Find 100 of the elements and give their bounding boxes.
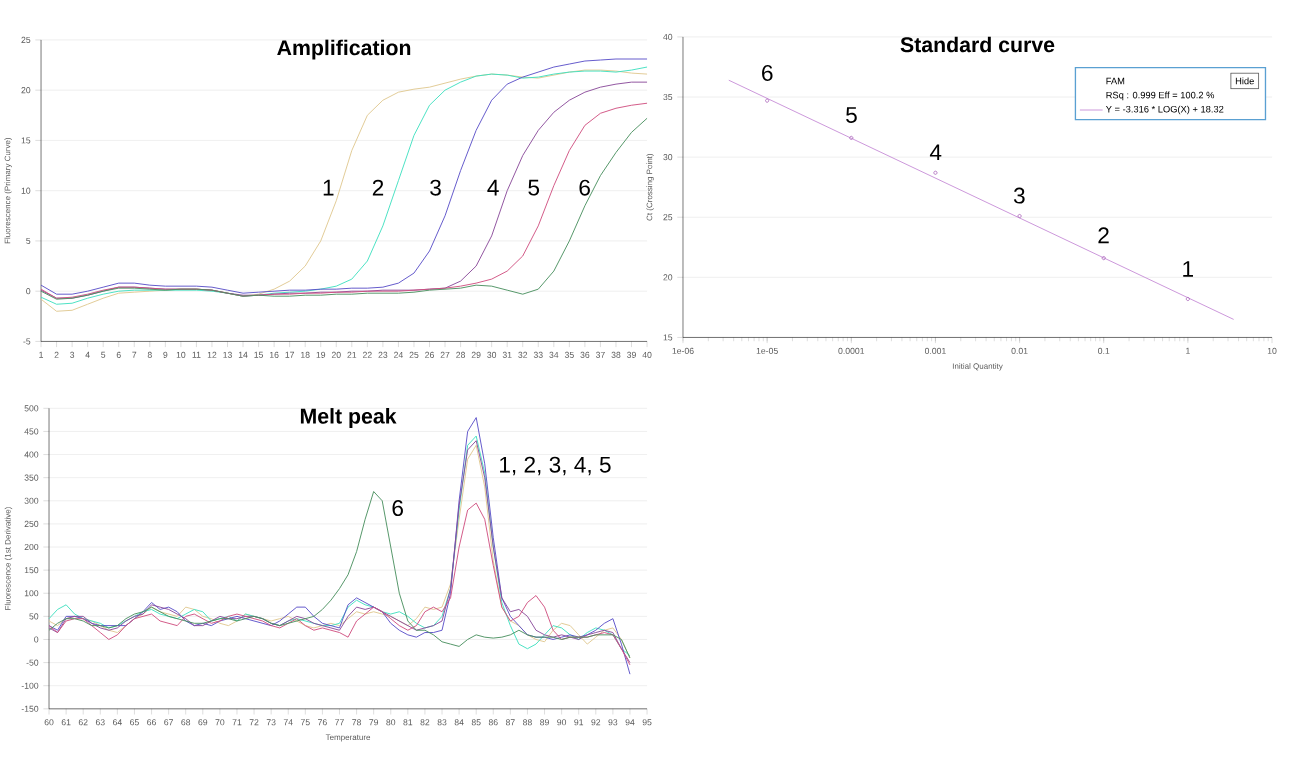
x-tick-label: 38: [611, 351, 621, 359]
annotation: Hide: [1235, 77, 1254, 85]
annotation: 6: [579, 179, 590, 196]
x-tick-label: 91: [574, 719, 584, 726]
annotation: 5: [846, 107, 857, 124]
y-tick-label: 20: [21, 87, 31, 94]
y-tick-label: -50: [26, 659, 39, 666]
x-tick-label: 70: [215, 719, 225, 726]
x-tick-label: 21: [347, 351, 357, 358]
annotation: 1, 2, 3, 4, 5: [500, 456, 611, 476]
x-tick-label: 29: [471, 351, 481, 359]
y-tick-label: 50: [29, 613, 39, 620]
x-tick-label: 61: [61, 719, 71, 726]
x-tick-label: 81: [403, 719, 413, 726]
x-tick-label: 30: [487, 351, 497, 359]
x-tick-label: 68: [181, 719, 191, 726]
chart-title: Standard curve: [900, 36, 1055, 53]
x-tick-label: 22: [362, 351, 372, 358]
x-tick-label: 16: [269, 351, 279, 359]
x-tick-label: 72: [249, 719, 259, 726]
chart-title: Melt peak: [300, 408, 397, 429]
x-tick-label: 66: [147, 719, 156, 726]
x-tick-label: 31: [502, 351, 512, 359]
y-tick-label: 15: [663, 334, 673, 341]
x-tick-label: 88: [523, 719, 532, 726]
x-tick-label: 33: [533, 351, 543, 359]
x-tick-label: 39: [627, 351, 636, 359]
y-tick-label: 20: [663, 274, 673, 281]
annotation: 1: [323, 180, 334, 196]
point: [765, 98, 770, 103]
x-tick-label: 87: [505, 719, 515, 726]
x-tick-label: 92: [591, 719, 601, 726]
legend-title: FAM: [1106, 77, 1125, 85]
x-tick-label: 93: [608, 719, 618, 726]
x-tick-label: 12: [207, 351, 217, 358]
annotation: 3: [430, 179, 441, 196]
point: [1017, 214, 1022, 219]
y-tick-label: 25: [21, 37, 31, 44]
x-tick-label: 1e-06: [672, 347, 694, 355]
x-tick-label: 1: [1186, 347, 1190, 354]
y-tick-label: 0: [34, 636, 39, 643]
x-tick-label: 84: [454, 719, 464, 726]
x-tick-label: 75: [300, 719, 310, 726]
x-tick-label: 9: [163, 351, 168, 359]
x-tick-label: 5: [101, 351, 106, 358]
y-tick-label: 200: [24, 544, 39, 551]
x-tick-label: 89: [540, 719, 549, 726]
x-tick-label: 82: [420, 719, 430, 726]
y-tick-label: 100: [24, 590, 39, 597]
annotation: 1: [1183, 261, 1193, 277]
x-tick-label: 35: [564, 351, 574, 359]
annotation: 5: [528, 179, 540, 196]
x-tick-label: 63: [95, 719, 105, 726]
x-tick-label: 40: [642, 351, 652, 359]
x-tick-label: 80: [386, 719, 396, 726]
x-tick-label: 90: [557, 719, 567, 726]
y-tick-label: 150: [24, 567, 39, 574]
annotation: 6: [392, 500, 403, 517]
x-tick-label: 8: [147, 351, 152, 359]
y-tick-label: 40: [663, 34, 673, 41]
annotation: 6: [762, 65, 773, 82]
y-tick-label: 400: [24, 451, 39, 458]
x-tick-label: 64: [113, 719, 122, 726]
y-tick-label: 250: [24, 520, 39, 528]
y-tick-label: 15: [21, 137, 31, 144]
x-tick-label: 1e-05: [756, 347, 778, 355]
x-tick-label: 2: [54, 351, 59, 358]
x-tick-label: 74: [283, 719, 293, 726]
annotation: 4: [929, 144, 942, 161]
x-tick-label: 7: [132, 351, 137, 358]
x-tick-label: 27: [440, 351, 450, 358]
y-tick-label: 300: [24, 497, 39, 504]
x-tick-label: 77: [335, 719, 344, 726]
x-tick-label: 25: [409, 351, 419, 359]
y-tick-label: -100: [21, 682, 39, 689]
x-tick-label: 4: [85, 351, 90, 358]
annotation: 2: [1098, 227, 1109, 244]
x-tick-label: 95: [642, 719, 652, 726]
x-tick-label: 18: [301, 351, 310, 359]
point: [1185, 297, 1190, 302]
x-tick-label: 76: [318, 719, 327, 726]
x-tick-label: 26: [425, 351, 434, 359]
x-tick-label: 24: [394, 351, 403, 358]
x-tick-label: 32: [518, 351, 528, 359]
x-tick-label: 83: [437, 719, 447, 726]
y-tick-label: 350: [24, 474, 39, 481]
x-tick-label: 71: [232, 719, 242, 726]
x-tick-label: 28: [456, 351, 466, 359]
x-tick-label: 37: [595, 351, 605, 359]
y-tick-label: 30: [663, 154, 673, 161]
point: [849, 135, 854, 141]
annotation: RSq : 0.999 Eff = 100.2 %: [1106, 91, 1215, 101]
y-tick-label: 25: [663, 214, 673, 221]
y-tick-label: 0: [26, 288, 31, 295]
x-tick-label: 69: [198, 719, 208, 726]
x-tick-label: 62: [78, 719, 88, 726]
legend-label: Y = -3.316 * LOG(X) + 18.32: [1105, 105, 1224, 115]
x-tick-label: 10: [176, 351, 186, 359]
annotation: 3: [1013, 187, 1025, 204]
x-tick-label: 6: [116, 351, 121, 359]
